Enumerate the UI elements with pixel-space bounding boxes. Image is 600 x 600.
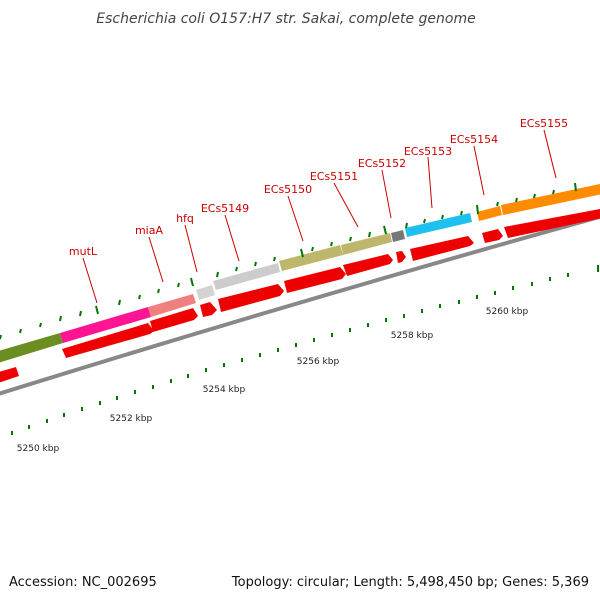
outer-tick [177,282,180,288]
cds-arrow [396,251,406,263]
gene-block-unnamed [0,333,63,363]
gene-label-ECs5155: ECs5155 [520,117,568,130]
gene-block-ECs5149 [213,263,280,290]
gene-block-ECs5155 [501,184,600,215]
label-line-miaA [148,236,164,283]
outer-tick [476,204,479,215]
gene-block-hfq [196,285,215,300]
scale-labels: 5250 kbp 5252 kbp 5254 kbp 5256 kbp 5258… [17,307,529,454]
outer-tick [273,256,276,262]
outer-tick [330,241,333,247]
outer-tick [311,246,314,252]
outer-tick [95,305,99,315]
cds-arrow [200,302,217,317]
cds-arrow [0,367,19,383]
gene-block-ECs5151 [341,233,392,255]
outer-tick [574,182,577,192]
outer-tick [19,328,22,334]
label-line-hfq [184,224,198,273]
outer-tick [157,288,160,294]
scale-label: 5260 kbp [486,307,529,317]
scale-ticks [11,265,599,435]
outer-tick [515,197,518,203]
outer-tick [383,225,387,235]
accession-text: Accession: NC_002695 [9,575,157,590]
outer-tick [405,222,408,229]
outer-tick [79,310,82,317]
scale-label: 5254 kbp [203,385,246,395]
scale-label: 5250 kbp [17,444,60,454]
gene-label-ECs5150: ECs5150 [264,183,312,196]
backbone-arc [0,214,600,396]
gene-block-mutL [60,307,151,343]
outer-tick [496,201,499,207]
outer-tick [0,334,2,340]
outer-tick [254,261,257,267]
gene-labels: mutL miaA hfq ECs5149 ECs5150 ECs5151 EC… [69,117,568,258]
label-line-ECs5152 [381,169,392,219]
label-line-mutL [82,257,98,304]
label-line-ECs5149 [224,214,240,262]
outer-tick [368,231,371,238]
scale-label: 5256 kbp [297,357,340,367]
gene-block-ECs5150 [279,245,343,271]
outer-tick [533,193,536,199]
cds-arrow [284,267,346,293]
outer-tick [190,277,194,287]
cds-arrow [218,284,284,312]
scale-label: 5252 kbp [110,414,153,424]
scale-label: 5258 kbp [391,331,434,341]
outer-tick [552,189,555,195]
gene-label-ECs5154: ECs5154 [450,133,498,146]
label-lines [82,129,557,304]
outer-tick [59,315,62,322]
cds-arrow [343,254,393,276]
gene-label-ECs5152: ECs5152 [358,157,406,170]
outer-tick [118,299,121,306]
outer-tick [138,294,141,300]
outer-tick [349,236,352,242]
outer-tick [300,248,304,258]
outer-tick [460,210,463,216]
gene-label-hfq: hfq [176,212,194,225]
label-line-ECs5151 [333,182,359,228]
outer-tick [235,266,238,272]
cds-arrow [482,229,503,243]
outer-tick-ring [0,182,577,340]
label-line-ECs5155 [543,129,557,179]
outer-tick [441,214,444,220]
cds-strand [0,208,600,383]
cds-arrow [150,308,198,332]
gene-label-miaA: miaA [135,224,164,237]
label-line-ECs5153 [427,156,433,209]
outer-tick [423,218,426,224]
genome-summary-text: Topology: circular; Length: 5,498,450 bp… [231,575,589,590]
gene-block-miaA [148,294,196,317]
feature-ring [0,184,600,363]
gene-block-ECs5152 [391,230,405,242]
cds-arrow [504,208,600,238]
cds-arrow [410,236,474,261]
gene-label-ECs5153: ECs5153 [404,145,452,158]
outer-tick [39,322,42,328]
gene-label-ECs5151: ECs5151 [310,170,358,183]
map-title: Escherichia coli O157:H7 str. Sakai, com… [96,11,475,27]
outer-tick [216,271,219,278]
cds-arrow [62,323,154,358]
gene-label-ECs5149: ECs5149 [201,202,249,215]
gene-block-ECs5154 [477,206,502,221]
gene-block-ECs5153 [405,213,472,237]
label-line-ECs5154 [473,145,485,196]
gene-label-mutL: mutL [69,245,98,258]
label-line-ECs5150 [287,195,304,242]
